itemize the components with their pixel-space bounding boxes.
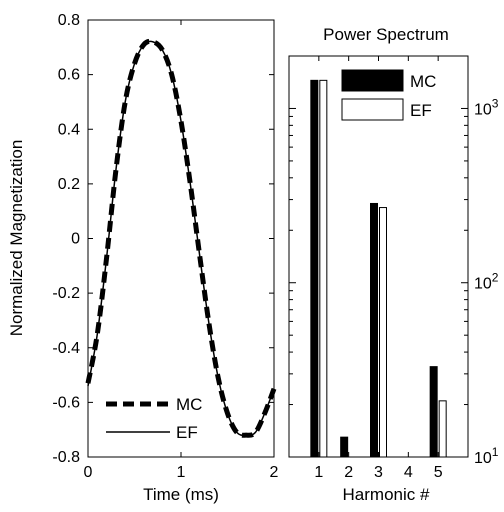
left-ytick-label: 0.2 xyxy=(58,176,80,193)
left-xlabel: Time (ms) xyxy=(143,485,219,504)
left-series-lines xyxy=(85,38,277,438)
right-xtick-label: 3 xyxy=(374,464,383,481)
right-xtick-label: 5 xyxy=(434,464,443,481)
left-legend: MC EF xyxy=(106,395,202,442)
left-xtick-label: 1 xyxy=(177,464,186,481)
left-ticks: 0 1 2 -0.8 -0.6 -0.4 -0.2 0 0.2 0.4 0.6 0.8 xyxy=(52,12,278,481)
right-ytick-base: 10 xyxy=(474,276,492,293)
left-ytick-label: -0.2 xyxy=(52,285,80,302)
legend-ef-label: EF xyxy=(176,423,198,442)
right-bars xyxy=(310,79,447,458)
legend-ef-swatch-bar xyxy=(341,98,404,121)
right-ytick-label: 103 xyxy=(474,96,499,118)
left-ytick-label: -0.4 xyxy=(52,340,80,357)
bar-mc-harmonic-2 xyxy=(340,436,349,458)
legend-mc-swatch-bar xyxy=(341,69,404,92)
left-ytick-label: -0.8 xyxy=(52,449,80,466)
left-xtick-label: 2 xyxy=(270,464,279,481)
bar-ef-harmonic-1 xyxy=(319,79,328,458)
left-ytick-label: -0.6 xyxy=(52,394,80,411)
bar-mc-harmonic-5 xyxy=(429,366,438,458)
legend-mc-bar-label: MC xyxy=(410,72,436,91)
right-xtick-label: 4 xyxy=(404,464,413,481)
right-ytick-base: 10 xyxy=(474,450,492,467)
left-ytick-label: 0 xyxy=(71,231,80,248)
legend-mc-label: MC xyxy=(176,395,202,414)
right-xlabel: Harmonic # xyxy=(343,485,430,504)
bar-ef-harmonic-3 xyxy=(379,207,387,458)
magnetization-chart: 0 1 2 -0.8 -0.6 -0.4 -0.2 0 0.2 0.4 0.6 0.8 MC EF T… xyxy=(7,12,279,504)
left-ylabel: Normalized Magnetization xyxy=(7,140,26,337)
left-ytick-label: 0.6 xyxy=(58,67,80,84)
left-ytick-label: 0.4 xyxy=(58,121,80,138)
right-plot-frame xyxy=(288,55,469,458)
legend-ef-bar-label: EF xyxy=(410,101,432,120)
right-ytick-exp: 1 xyxy=(492,445,499,459)
right-ytick-exp: 2 xyxy=(492,271,499,285)
right-ytick-base: 10 xyxy=(474,101,492,118)
bar-mc-harmonic-1 xyxy=(310,79,319,458)
right-ytick-label: 101 xyxy=(474,445,499,467)
right-xtick-label: 2 xyxy=(344,464,353,481)
series-line-ef xyxy=(87,40,275,436)
right-title: Power Spectrum xyxy=(323,25,449,44)
right-ytick-exp: 3 xyxy=(492,96,499,110)
bar-ef-harmonic-5 xyxy=(438,400,447,458)
right-ytick-label: 102 xyxy=(474,271,499,293)
left-ytick-label: 0.8 xyxy=(58,12,80,29)
left-xtick-label: 0 xyxy=(84,464,93,481)
right-xtick-label: 1 xyxy=(314,464,323,481)
left-plot-frame xyxy=(87,19,275,458)
right-legend: MC EF xyxy=(341,69,436,121)
bar-mc-harmonic-3 xyxy=(370,202,378,458)
